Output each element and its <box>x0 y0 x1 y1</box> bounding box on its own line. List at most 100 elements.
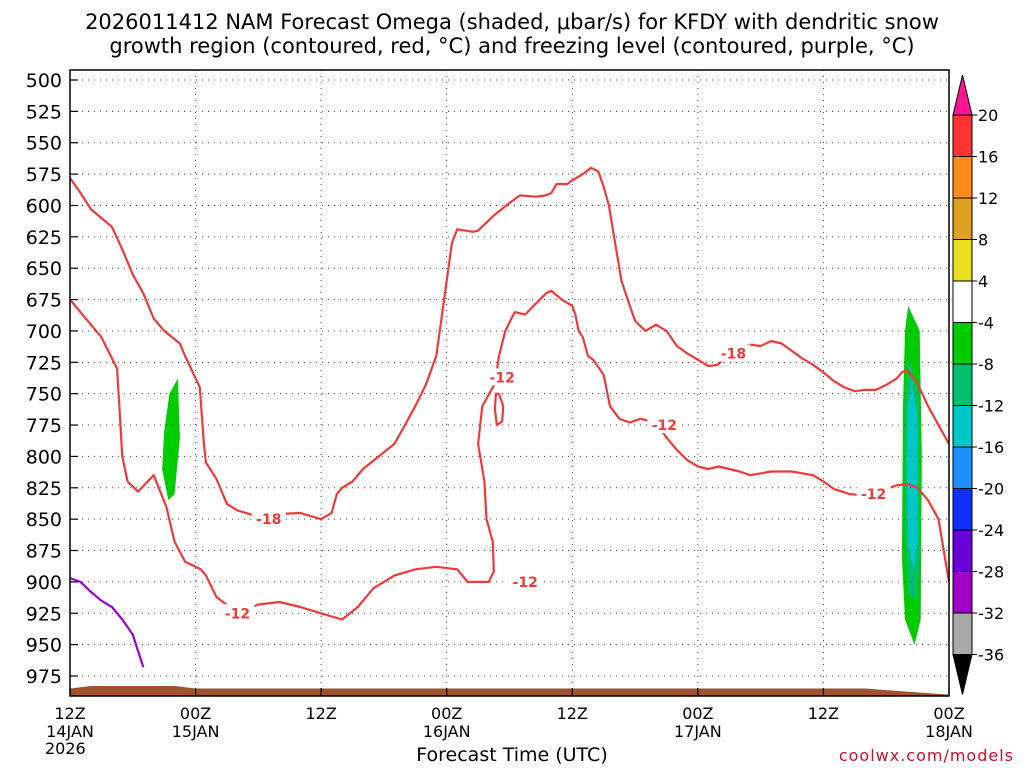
freezing-level-contour <box>70 577 145 668</box>
colorbar-bin <box>952 197 973 240</box>
x-tick-date: 17JAN <box>674 722 722 741</box>
chart-title-line-1: 2026011412 NAM Forecast Omega (shaded, μ… <box>85 10 939 34</box>
x-tick-date: 18JAN <box>925 722 973 741</box>
colorbar-top-arrow <box>952 74 973 116</box>
contour-label-bg <box>485 368 520 386</box>
contour-label: -12 <box>652 418 677 434</box>
x-tick-label: 12Z <box>54 704 85 723</box>
contour-layer: -12 -18 -12 -12 -12 -18 -12 <box>70 166 949 668</box>
x-tick-date: 16JAN <box>423 722 471 741</box>
contour-label-bg <box>251 510 286 528</box>
dendritic-contour <box>493 392 505 427</box>
y-tick-label: 925 <box>26 603 62 625</box>
colorbar-label: -24 <box>978 521 1004 540</box>
contour-label: -18 <box>256 512 281 528</box>
y-tick-label: 775 <box>26 415 62 437</box>
omega-region <box>736 92 742 156</box>
colorbar-label: -36 <box>978 646 1004 665</box>
colorbar-label: 16 <box>978 148 998 167</box>
y-tick-label: 700 <box>26 321 62 343</box>
omega-region <box>550 192 558 306</box>
y-tick-label: 500 <box>26 70 62 92</box>
x-tick-label: 12Z <box>808 704 839 723</box>
x-tick-label: 00Z <box>180 704 211 723</box>
x-tick-label: 00Z <box>933 704 964 723</box>
y-axis: 500 525 550 575 600 625 650 675 700 725 750 775 800 8… <box>26 70 78 688</box>
contour-label-bg <box>508 572 543 590</box>
colorbar-bottom-arrow <box>952 654 973 695</box>
contour-label-bg <box>716 344 751 362</box>
colorbar-label: -32 <box>978 604 1004 623</box>
x-tick-year: 2026 <box>45 739 86 758</box>
colorbar-label: 12 <box>978 189 998 208</box>
x-tick-label: 00Z <box>431 704 462 723</box>
y-tick-label: 525 <box>26 101 62 123</box>
colorbar-bin <box>952 529 973 572</box>
colorbar-bin <box>952 571 973 614</box>
contour-label: -18 <box>721 347 746 363</box>
colorbar-label: 8 <box>978 231 988 250</box>
y-tick-label: 600 <box>26 195 62 217</box>
colorbar-bin <box>952 156 973 199</box>
colorbar-label: -16 <box>978 438 1004 457</box>
y-tick-label: 550 <box>26 133 62 155</box>
dendritic-contour <box>70 289 949 621</box>
y-tick-label: 625 <box>26 227 62 249</box>
contour-label: -12 <box>490 370 515 386</box>
contour-label-bg <box>220 604 255 622</box>
colorbar-label: 20 <box>978 106 998 125</box>
y-tick-label: 850 <box>26 509 62 531</box>
terrain-ground <box>70 686 949 696</box>
omega-shading-layer <box>76 73 929 661</box>
colorbar-bin <box>952 322 973 365</box>
credit-text: coolwx.com/models <box>838 746 1014 765</box>
contour-label: -12 <box>225 606 250 622</box>
omega-region <box>162 378 180 501</box>
y-tick-label: 875 <box>26 541 62 563</box>
colorbar-label: -20 <box>978 480 1004 499</box>
colorbar-label: -4 <box>978 314 994 333</box>
colorbar-bin <box>952 280 973 323</box>
y-tick-label: 650 <box>26 258 62 280</box>
contour-label: -12 <box>861 487 886 503</box>
colorbar-label: -28 <box>978 563 1004 582</box>
colorbar-label: -12 <box>978 397 1004 416</box>
x-tick-label: 12Z <box>305 704 336 723</box>
colorbar-bin <box>952 446 973 489</box>
y-tick-label: 750 <box>26 384 62 406</box>
contour-label: -12 <box>513 575 538 591</box>
x-tick-date: 14JAN <box>46 722 94 741</box>
colorbar-label: 4 <box>978 272 988 291</box>
y-tick-label: 975 <box>26 666 62 688</box>
colorbar-bin <box>952 612 973 655</box>
y-tick-label: 725 <box>26 352 62 374</box>
ground-layer <box>70 686 949 696</box>
y-tick-label: 825 <box>26 478 62 500</box>
chart-title-line-2: growth region (contoured, red, °C) and f… <box>109 34 915 58</box>
colorbar-bin <box>952 405 973 448</box>
omega-region <box>575 278 599 564</box>
y-tick-label: 800 <box>26 446 62 468</box>
omega-region <box>622 73 626 83</box>
omega-region <box>754 349 773 589</box>
colorbar-bin <box>952 114 973 157</box>
x-tick-label: 00Z <box>682 704 713 723</box>
x-tick-date: 15JAN <box>172 722 220 741</box>
omega-region <box>907 381 918 570</box>
contour-label-bg <box>647 416 682 434</box>
x-tick-label: 12Z <box>557 704 588 723</box>
y-tick-label: 900 <box>26 572 62 594</box>
colorbar-label: -8 <box>978 355 994 374</box>
colorbar-bin <box>952 363 973 406</box>
colorbar-bin <box>952 239 973 282</box>
omega-region <box>101 80 201 626</box>
omega-region <box>544 98 552 193</box>
y-tick-label: 950 <box>26 635 62 657</box>
dendritic-contour <box>70 166 949 521</box>
omega-colorbar: 20 16 12 8 4 -4 -8 -12 -16 -20 -24 -28 -32 -36 <box>952 74 1004 695</box>
y-tick-label: 675 <box>26 290 62 312</box>
colorbar-bin <box>952 488 973 531</box>
contour-label-bg <box>856 485 891 503</box>
